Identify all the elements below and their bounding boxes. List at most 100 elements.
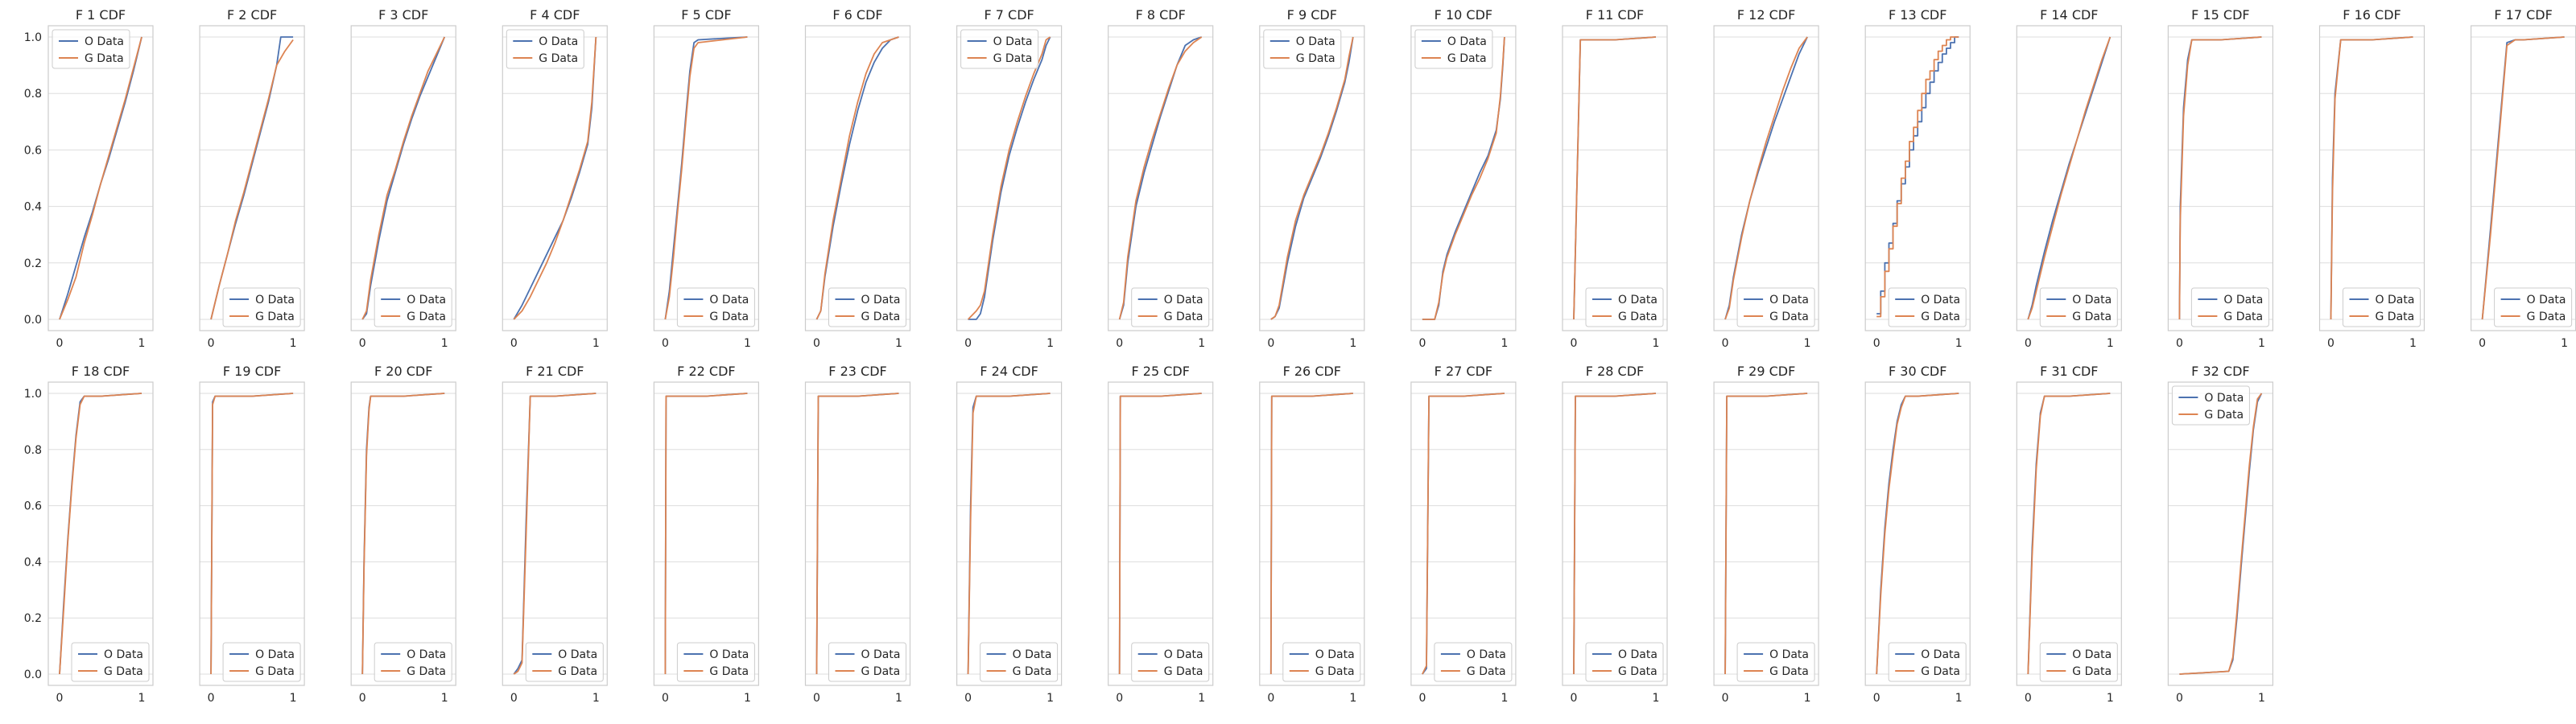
y-tick-label: 0.0 [24, 314, 42, 327]
plot-frame [1410, 25, 1517, 331]
legend-label: O Data [1618, 294, 1657, 306]
x-tick-label: 0 [964, 337, 972, 350]
chart-title: F 12 CDF [1737, 7, 1795, 23]
chart-panel-21: 0 1 F 21 CDF O Data G Data [502, 364, 608, 705]
chart-title: F 8 CDF [1136, 7, 1186, 23]
y-tick-label: 1.0 [24, 388, 42, 401]
legend: O Data G Data [960, 29, 1039, 69]
legend-label: O Data [1315, 648, 1355, 661]
legend: O Data G Data [1888, 642, 1967, 682]
legend-label: O Data [1618, 648, 1657, 661]
plot-frame [1713, 25, 1819, 331]
plot-frame [1410, 381, 1517, 686]
chart-panel-17: 0 1 F 17 CDF O Data G Data [2471, 7, 2576, 350]
chart-title: F 1 CDF [76, 7, 126, 23]
legend-label: G Data [2204, 409, 2244, 422]
x-tick-label: 1 [744, 337, 751, 350]
chart-title: F 30 CDF [1889, 364, 1946, 379]
legend: O Data G Data [2039, 287, 2118, 327]
chart-title: F 20 CDF [374, 364, 432, 379]
legend-label: G Data [709, 665, 749, 678]
legend: O Data G Data [2039, 642, 2118, 682]
x-tick-label: 0 [813, 337, 820, 350]
plot-frame [47, 25, 154, 331]
chart-panel-5: 0 1 F 5 CDF O Data G Data [653, 7, 760, 350]
legend-label: G Data [1769, 665, 1809, 678]
plot-frame [350, 25, 456, 331]
legend-label: O Data [2204, 392, 2244, 405]
chart-panel-14: 0 1 F 14 CDF O Data G Data [2016, 7, 2122, 350]
x-tick-label: 0 [813, 692, 820, 705]
series-line-g-data [1724, 393, 1808, 675]
chart-panel-27: 0 1 F 27 CDF O Data G Data [1410, 364, 1517, 705]
legend-label: G Data [1921, 311, 1960, 323]
legend-label: G Data [1618, 665, 1657, 678]
legend-label: O Data [1769, 294, 1809, 306]
x-tick-label: 1 [895, 692, 902, 705]
x-tick-label: 0 [2025, 337, 2032, 350]
legend: O Data G Data [828, 642, 906, 682]
x-tick-label: 0 [1571, 337, 1578, 350]
legend: O Data G Data [828, 287, 906, 327]
series-line-g-data [1724, 36, 1808, 320]
x-tick-label: 0 [510, 337, 518, 350]
x-tick-label: 0 [1873, 337, 1880, 350]
legend-label: O Data [255, 294, 295, 306]
plot-frame [1562, 25, 1668, 331]
chart-title: F 31 CDF [2040, 364, 2098, 379]
x-tick-label: 1 [744, 692, 751, 705]
chart-panel-8: 0 1 F 8 CDF O Data G Data [1108, 7, 1214, 350]
x-tick-label: 1 [138, 337, 146, 350]
x-tick-label: 0 [1116, 692, 1123, 705]
plot-frame [653, 381, 760, 686]
series-line-g-data [513, 36, 597, 320]
legend-label: G Data [2072, 665, 2112, 678]
series-line-g-data [815, 36, 899, 320]
chart-title: F 9 CDF [1287, 7, 1337, 23]
chart-panel-32: 0 1 F 32 CDF O Data G Data [2167, 364, 2273, 705]
x-tick-label: 1 [441, 337, 448, 350]
legend-label: O Data [407, 648, 446, 661]
chart-panel-3: 0 1 F 3 CDF O Data G Data [350, 7, 456, 350]
legend-label: O Data [861, 294, 901, 306]
x-tick-label: 1 [138, 692, 146, 705]
legend-label: O Data [539, 35, 578, 48]
chart-panel-2: 0 1 F 2 CDF O Data G Data [199, 7, 305, 350]
plot-frame [2167, 25, 2273, 331]
chart-title: F 7 CDF [984, 7, 1034, 23]
legend-label: O Data [1296, 35, 1335, 48]
legend-label: G Data [1164, 665, 1203, 678]
legend-label: O Data [85, 35, 124, 48]
legend-label: G Data [2072, 311, 2112, 323]
legend-label: G Data [1447, 52, 1487, 65]
legend: O Data G Data [2494, 287, 2573, 327]
y-tick-label: 0.6 [24, 144, 42, 157]
series-line-g-data [1269, 393, 1353, 675]
x-tick-label: 1 [592, 337, 600, 350]
x-tick-label: 0 [56, 337, 64, 350]
chart-panel-13: 0 1 F 13 CDF O Data G Data [1864, 7, 1971, 350]
chart-panel-10: 0 1 F 10 CDF O Data G Data [1410, 7, 1517, 350]
chart-panel-19: 0 1 F 19 CDF O Data G Data [199, 364, 305, 705]
x-tick-label: 1 [1198, 337, 1205, 350]
chart-title: F 16 CDF [2343, 7, 2401, 23]
legend: O Data G Data [71, 642, 150, 682]
x-tick-label: 0 [208, 692, 215, 705]
legend-label: O Data [1921, 294, 1960, 306]
plot-frame [1108, 381, 1214, 686]
legend: O Data G Data [1282, 642, 1361, 682]
x-tick-label: 0 [964, 692, 972, 705]
plot-frame [47, 381, 154, 686]
chart-title: F 11 CDF [1586, 7, 1644, 23]
legend: O Data G Data [1414, 29, 1493, 69]
legend-label: O Data [2376, 294, 2415, 306]
chart-panel-7: 0 1 F 7 CDF O Data G Data [956, 7, 1063, 350]
plot-frame [2167, 381, 2273, 686]
legend: O Data G Data [1736, 287, 1815, 327]
series-line-g-data [967, 393, 1051, 675]
series-line-g-data [2330, 36, 2413, 320]
x-tick-label: 0 [510, 692, 518, 705]
legend-label: G Data [1618, 311, 1657, 323]
